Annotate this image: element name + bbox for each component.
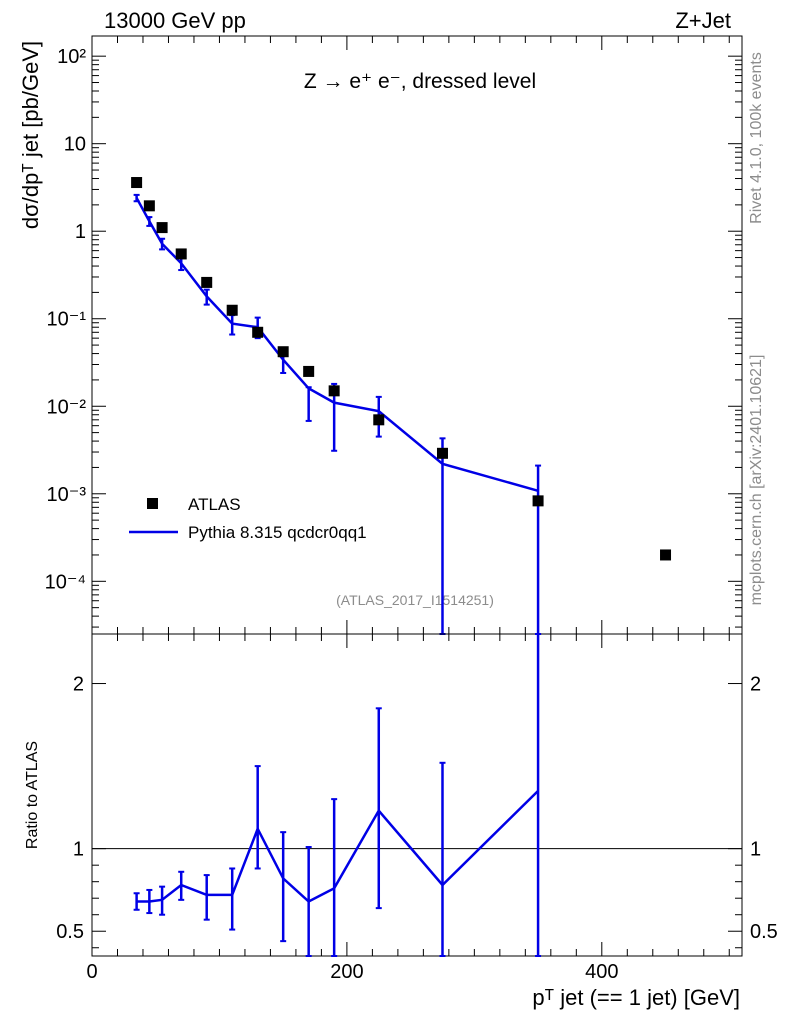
atlas-data-point bbox=[373, 414, 385, 426]
legend-atlas-marker bbox=[147, 498, 158, 509]
atlas-data-point bbox=[226, 304, 238, 316]
ratio-y-tick-label: 2 bbox=[73, 674, 84, 696]
main-y-axis-label: dσ/dpᵀ jet [pb/GeV] bbox=[18, 41, 43, 229]
x-tick-label: 0 bbox=[86, 961, 97, 983]
atlas-data-point bbox=[436, 447, 448, 459]
atlas-data-point bbox=[303, 365, 315, 377]
ratio-y-tick-label: 0.5 bbox=[56, 921, 84, 943]
atlas-series bbox=[131, 177, 672, 561]
main-y-tick-label: 10⁻² bbox=[47, 396, 87, 418]
x-tick-label: 400 bbox=[585, 961, 618, 983]
rivet-label: Rivet 4.1.0, 100k events bbox=[748, 52, 765, 224]
energy-label: 13000 GeV pp bbox=[104, 8, 246, 33]
main-y-tick-label: 10² bbox=[57, 46, 86, 68]
atlas-data-point bbox=[201, 276, 213, 288]
main-y-tick-label: 10 bbox=[64, 134, 86, 156]
ratio-curve bbox=[136, 789, 539, 904]
ratio-y-tick-label-right: 2 bbox=[750, 674, 761, 696]
ratio-y-axis-label: Ratio to ATLAS bbox=[24, 741, 41, 849]
ratio-series bbox=[133, 633, 542, 957]
main-y-tick-label: 10⁻³ bbox=[47, 484, 87, 506]
ratio-y-axis: 0.5 0.5 1 1 2 2 bbox=[56, 674, 778, 949]
legend: ATLAS Pythia 8.315 qcdcr0qq1 bbox=[129, 495, 367, 542]
plot-title: Z → e⁺ e⁻, dressed level bbox=[304, 70, 536, 93]
ratio-y-tick-label-right: 1 bbox=[750, 839, 761, 861]
atlas-data-point bbox=[328, 385, 340, 397]
main-y-tick-label: 1 bbox=[75, 221, 86, 243]
atlas-data-point bbox=[131, 177, 143, 189]
atlas-data-point bbox=[277, 346, 289, 358]
main-y-tick-label: 10⁻¹ bbox=[47, 309, 87, 331]
ratio-y-tick-label: 1 bbox=[73, 839, 84, 861]
process-label: Z+Jet bbox=[675, 8, 731, 33]
analysis-label: (ATLAS_2017_I1514251) bbox=[336, 592, 494, 608]
mc-curve bbox=[135, 197, 539, 493]
atlas-data-point bbox=[660, 549, 672, 561]
atlas-data-point bbox=[175, 248, 187, 260]
ratio-y-tick-label-right: 0.5 bbox=[750, 921, 778, 943]
atlas-data-point bbox=[252, 326, 264, 338]
mc-series bbox=[133, 193, 542, 635]
x-axis-label: pᵀ jet (== 1 jet) [GeV] bbox=[532, 985, 740, 1010]
legend-atlas-label: ATLAS bbox=[188, 495, 241, 514]
x-tick-label: 200 bbox=[330, 961, 363, 983]
mcplots-label: mcplots.cern.ch [arXiv:2401.10621] bbox=[748, 355, 765, 606]
main-y-axis: 10⁻⁴ 10⁻³ 10⁻² 10⁻¹ 1 10 10² bbox=[45, 46, 742, 628]
atlas-data-point bbox=[532, 495, 544, 507]
main-plot-frame bbox=[91, 35, 743, 635]
ratio-x-axis: 0 200 400 bbox=[86, 634, 730, 983]
main-x-axis bbox=[91, 36, 730, 634]
atlas-data-point bbox=[156, 222, 168, 234]
legend-mc-label: Pythia 8.315 qcdcr0qq1 bbox=[188, 523, 367, 542]
atlas-data-point bbox=[143, 200, 155, 212]
main-y-tick-label: 10⁻⁴ bbox=[45, 571, 86, 593]
ratio-plot-frame bbox=[91, 633, 743, 957]
